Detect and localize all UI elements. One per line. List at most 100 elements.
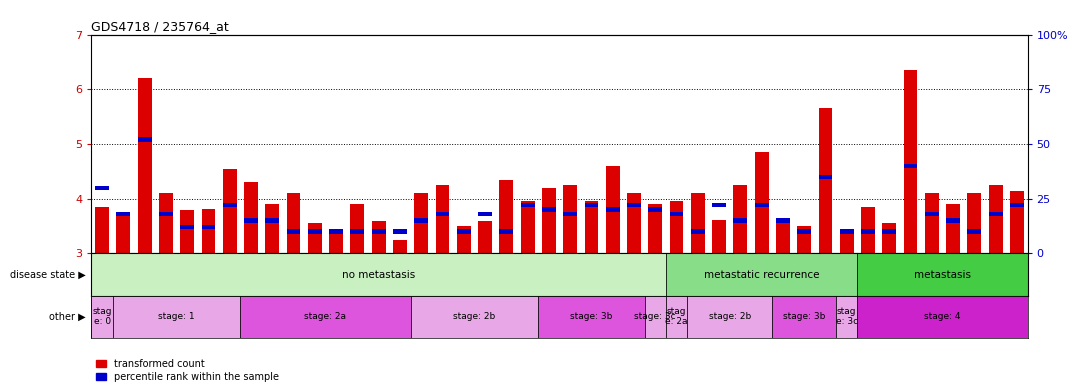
Bar bbox=[669, 212, 683, 216]
Bar bbox=[754, 152, 768, 253]
Bar bbox=[116, 212, 130, 216]
Bar bbox=[372, 229, 385, 234]
Bar bbox=[411, 296, 538, 338]
Bar bbox=[538, 296, 645, 338]
Text: stage: 4: stage: 4 bbox=[924, 312, 961, 321]
Bar bbox=[649, 204, 662, 253]
Bar bbox=[691, 229, 705, 234]
Bar bbox=[478, 212, 492, 216]
Bar bbox=[563, 185, 577, 253]
Bar bbox=[201, 209, 215, 253]
Bar bbox=[266, 218, 279, 223]
Text: metastatic recurrence: metastatic recurrence bbox=[704, 270, 820, 280]
Bar bbox=[989, 185, 1003, 253]
Bar bbox=[159, 212, 173, 216]
Bar bbox=[266, 204, 279, 253]
Bar bbox=[1010, 190, 1024, 253]
Bar bbox=[904, 70, 918, 253]
Bar bbox=[457, 229, 470, 234]
Bar bbox=[861, 229, 875, 234]
Bar bbox=[95, 207, 109, 253]
Bar bbox=[499, 229, 513, 234]
Bar bbox=[776, 220, 790, 253]
Bar bbox=[691, 193, 705, 253]
Bar bbox=[967, 229, 981, 234]
Bar bbox=[244, 218, 258, 223]
Bar bbox=[351, 204, 365, 253]
Bar bbox=[181, 210, 194, 253]
Bar bbox=[819, 108, 833, 253]
Text: disease state ▶: disease state ▶ bbox=[11, 270, 86, 280]
Bar bbox=[989, 212, 1003, 216]
Bar bbox=[967, 193, 981, 253]
Bar bbox=[414, 218, 428, 223]
Bar bbox=[457, 226, 470, 253]
Bar bbox=[372, 220, 385, 253]
Text: stag
e: 3c: stag e: 3c bbox=[836, 307, 858, 326]
Bar bbox=[773, 296, 836, 338]
Bar bbox=[712, 220, 726, 253]
Bar bbox=[688, 296, 773, 338]
Bar bbox=[116, 215, 130, 253]
Bar bbox=[797, 229, 811, 234]
Bar bbox=[138, 78, 152, 253]
Bar bbox=[584, 203, 598, 207]
Bar bbox=[223, 203, 237, 207]
Bar bbox=[329, 229, 343, 234]
Bar bbox=[669, 202, 683, 253]
Bar bbox=[584, 202, 598, 253]
Bar bbox=[840, 229, 853, 234]
Bar bbox=[223, 169, 237, 253]
Bar bbox=[754, 203, 768, 207]
Bar bbox=[286, 229, 300, 234]
Bar bbox=[91, 296, 113, 338]
Bar bbox=[666, 253, 858, 296]
Bar bbox=[882, 223, 896, 253]
Bar bbox=[836, 296, 858, 338]
Bar bbox=[776, 218, 790, 223]
Text: stage: 2b: stage: 2b bbox=[709, 312, 751, 321]
Bar bbox=[240, 296, 411, 338]
Bar bbox=[882, 229, 896, 234]
Bar bbox=[1010, 203, 1024, 207]
Text: stage: 1: stage: 1 bbox=[158, 312, 195, 321]
Bar bbox=[91, 253, 666, 296]
Bar bbox=[606, 166, 620, 253]
Bar bbox=[113, 296, 240, 338]
Bar bbox=[436, 212, 450, 216]
Bar bbox=[329, 234, 343, 253]
Text: stage: 3c: stage: 3c bbox=[635, 312, 676, 321]
Bar bbox=[858, 253, 1028, 296]
Bar bbox=[840, 229, 853, 253]
Bar bbox=[645, 296, 666, 338]
Text: other ▶: other ▶ bbox=[49, 312, 86, 322]
Bar bbox=[904, 164, 918, 168]
Text: stag
e: 0: stag e: 0 bbox=[93, 307, 112, 326]
Bar bbox=[563, 212, 577, 216]
Bar bbox=[499, 180, 513, 253]
Bar bbox=[606, 207, 620, 212]
Text: stage: 3b: stage: 3b bbox=[570, 312, 612, 321]
Bar bbox=[861, 207, 875, 253]
Bar bbox=[666, 296, 688, 338]
Bar bbox=[858, 296, 1028, 338]
Bar bbox=[542, 207, 556, 212]
Text: stage: 3b: stage: 3b bbox=[783, 312, 825, 321]
Bar bbox=[393, 240, 407, 253]
Bar bbox=[521, 203, 535, 207]
Bar bbox=[734, 218, 747, 223]
Bar bbox=[393, 229, 407, 234]
Bar bbox=[478, 220, 492, 253]
Text: stage: 2b: stage: 2b bbox=[453, 312, 496, 321]
Bar bbox=[351, 229, 365, 234]
Bar bbox=[734, 185, 747, 253]
Bar bbox=[925, 193, 938, 253]
Text: metastasis: metastasis bbox=[914, 270, 971, 280]
Bar bbox=[627, 193, 641, 253]
Bar bbox=[286, 193, 300, 253]
Bar bbox=[159, 193, 173, 253]
Bar bbox=[244, 182, 258, 253]
Bar bbox=[138, 137, 152, 142]
Text: stag
e: 2a: stag e: 2a bbox=[665, 307, 688, 326]
Bar bbox=[521, 202, 535, 253]
